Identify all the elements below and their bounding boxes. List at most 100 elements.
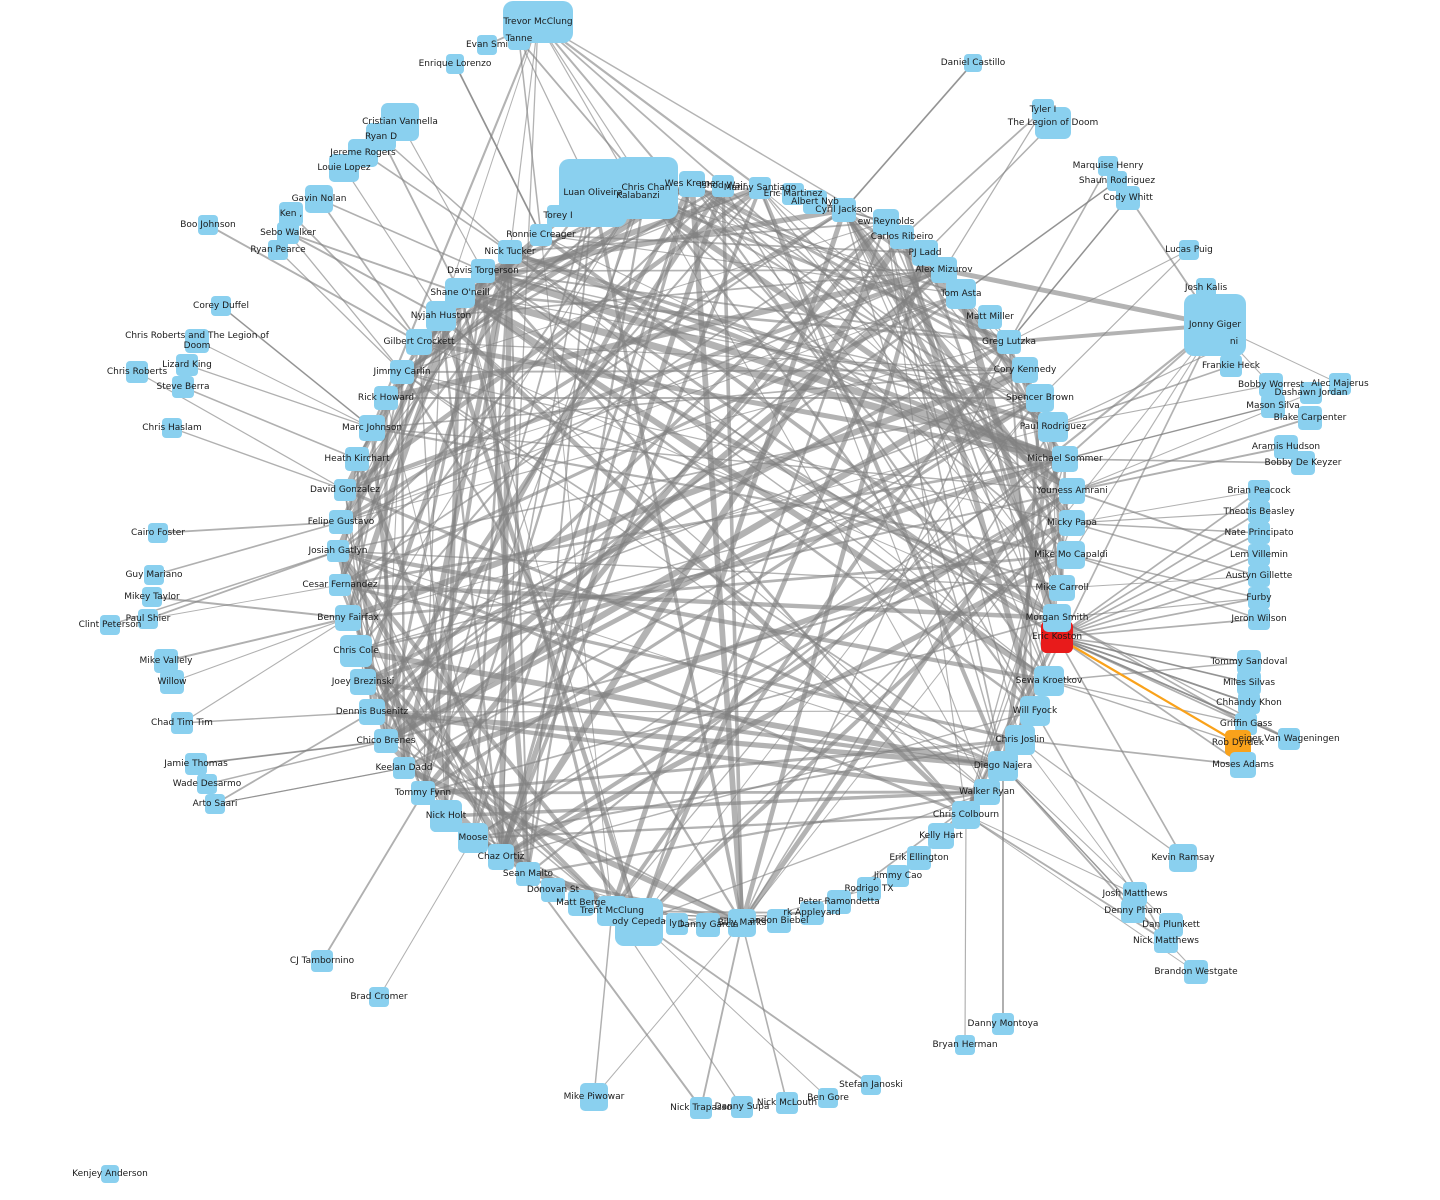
graph-node-walker_ryan[interactable] — [974, 779, 1000, 805]
graph-node-matt_berger[interactable] — [568, 890, 594, 916]
graph-node-wes_kremer[interactable] — [679, 171, 705, 197]
graph-node-brandon_westgate[interactable] — [1184, 960, 1208, 984]
graph-node-sebo_walker[interactable] — [277, 222, 299, 244]
graph-node-rob_dyrdek[interactable] — [1225, 730, 1251, 756]
graph-node-clint_peterson[interactable] — [100, 615, 120, 635]
graph-node-mike_piwowar[interactable] — [580, 1083, 608, 1111]
graph-node-chris_haslam[interactable] — [162, 418, 182, 438]
graph-node-chris_roberts[interactable] — [126, 361, 148, 383]
graph-node-chad_tim_tim[interactable] — [171, 712, 193, 734]
graph-node-heath_kirchart[interactable] — [345, 447, 369, 471]
graph-node-chris_joslin[interactable] — [1005, 725, 1035, 755]
graph-node-cairo_foster[interactable] — [148, 523, 168, 543]
graph-node-steve_berra[interactable] — [172, 376, 194, 398]
graph-node-griffin_gass[interactable] — [1235, 713, 1257, 735]
graph-node-cyril_jackson[interactable] — [832, 198, 856, 222]
graph-node-corey_duffel[interactable] — [211, 296, 231, 316]
graph-node-dashawn_jordan[interactable] — [1300, 382, 1322, 404]
graph-node-greg_lutzka[interactable] — [997, 330, 1021, 354]
graph-node-nyjah_huston[interactable] — [426, 301, 456, 331]
graph-node-eric_martinez[interactable] — [782, 183, 804, 205]
graph-node-alex_mizurov[interactable] — [931, 257, 957, 283]
graph-node-dennis_busenitz[interactable] — [359, 699, 385, 725]
graph-node-blake_carpenter[interactable] — [1298, 406, 1322, 430]
graph-node-louie_lopez[interactable] — [329, 154, 359, 182]
graph-node-mason_silva[interactable] — [1261, 394, 1285, 418]
graph-node-nick_trapasso[interactable] — [690, 1097, 712, 1119]
graph-node-ishod_wair[interactable] — [712, 175, 734, 197]
graph-node-spencer_brown[interactable] — [1026, 384, 1054, 412]
graph-node-donovan_st[interactable] — [541, 878, 565, 902]
graph-node-enrique_lorenzo[interactable] — [446, 54, 464, 74]
graph-node-danny_garcia[interactable] — [696, 913, 720, 937]
graph-node-wade_desarmo[interactable] — [197, 774, 217, 794]
graph-node-lem_villemin[interactable] — [1248, 544, 1270, 566]
graph-node-bobby_de_keyzer[interactable] — [1291, 451, 1315, 475]
graph-node-chhandy_khon[interactable] — [1238, 692, 1260, 714]
graph-node-josiah_gatlyn[interactable] — [327, 540, 349, 562]
graph-node-keelan_dadd[interactable] — [393, 757, 415, 779]
graph-node-brian_peacock[interactable] — [1248, 480, 1270, 502]
graph-node-austyn_gillette[interactable] — [1248, 565, 1270, 587]
graph-node-cj_tambornino[interactable] — [311, 950, 333, 972]
graph-node-kevin_ramsay[interactable] — [1169, 844, 1197, 872]
graph-node-ben_gore[interactable] — [818, 1088, 838, 1108]
graph-node-mike_carroll[interactable] — [1049, 575, 1075, 601]
graph-node-furby[interactable] — [1248, 587, 1270, 609]
graph-node-danny_supa[interactable] — [731, 1096, 753, 1118]
graph-node-torey[interactable] — [547, 205, 569, 227]
graph-node-paul_rodriguez[interactable] — [1038, 412, 1068, 442]
graph-node-chris_roberts_legion[interactable] — [185, 329, 209, 353]
graph-node-diego_najera[interactable] — [988, 751, 1018, 781]
graph-node-davis_torgerson[interactable] — [471, 259, 495, 283]
graph-node-jeron_wilson[interactable] — [1248, 608, 1270, 630]
graph-node-nick_tucker[interactable] — [498, 240, 522, 264]
graph-node-matt_miller[interactable] — [978, 305, 1002, 329]
graph-node-danny_montoya[interactable] — [992, 1013, 1014, 1035]
graph-node-stefan_janoski[interactable] — [861, 1075, 881, 1095]
graph-node-micky_papa[interactable] — [1059, 510, 1085, 536]
graph-node-carlos_ribeiro[interactable] — [890, 225, 914, 249]
graph-node-erik_ellington[interactable] — [907, 846, 931, 870]
graph-node-morgan_smith[interactable] — [1043, 604, 1071, 632]
graph-node-bobby_worrest[interactable] — [1259, 373, 1283, 397]
graph-node-chris_colbourn[interactable] — [952, 801, 980, 829]
graph-node-jy_louie[interactable] — [666, 913, 688, 935]
graph-node-cody_whitt[interactable] — [1116, 186, 1140, 210]
graph-node-daniel_castillo[interactable] — [964, 54, 982, 72]
graph-node-mike_vallely[interactable] — [154, 649, 178, 673]
graph-node-tommy_sandoval[interactable] — [1237, 650, 1261, 674]
graph-node-jimmy_cao[interactable] — [887, 865, 909, 887]
graph-node-nick_mclouth[interactable] — [776, 1092, 798, 1114]
graph-node-tom_asta[interactable] — [946, 279, 976, 309]
graph-node-moses_adams[interactable] — [1230, 752, 1256, 778]
graph-node-gavin_nolan[interactable] — [305, 185, 333, 213]
graph-node-michael_sommer[interactable] — [1052, 446, 1078, 472]
graph-node-ryan_pearce[interactable] — [268, 240, 288, 260]
graph-node-paul_shier[interactable] — [138, 609, 158, 629]
graph-node-cory_kennedy[interactable] — [1012, 357, 1038, 383]
graph-node-nick_matthews[interactable] — [1154, 929, 1178, 953]
graph-node-frankie_heck[interactable] — [1220, 355, 1242, 377]
graph-node-mark_appleyard[interactable] — [800, 901, 824, 925]
graph-node-peter_ramondetta[interactable] — [827, 890, 851, 914]
graph-node-david_gonzalez[interactable] — [334, 479, 356, 501]
graph-node-brandon_biebel[interactable] — [767, 909, 791, 933]
graph-node-felipe_gustavo[interactable] — [329, 510, 353, 534]
graph-node-joey_brezinski[interactable] — [350, 669, 376, 695]
graph-node-lizard_king[interactable] — [176, 354, 198, 376]
graph-node-billy_marks[interactable] — [728, 909, 756, 937]
graph-node-gilbert_crockett[interactable] — [406, 329, 432, 355]
graph-node-manny_santiago[interactable] — [749, 177, 771, 199]
graph-node-bryan_herman[interactable] — [955, 1035, 975, 1055]
graph-node-legion_of_doom[interactable] — [1035, 107, 1071, 139]
graph-node-marc_johnson[interactable] — [359, 415, 385, 441]
graph-node-chaz_ortiz[interactable] — [488, 844, 514, 870]
graph-node-evan_smith[interactable] — [477, 35, 497, 55]
graph-node-boo_johnson[interactable] — [198, 215, 218, 235]
graph-node-brad_cromer[interactable] — [369, 987, 389, 1007]
graph-node-josh_kalis[interactable] — [1196, 278, 1216, 298]
graph-node-will_fyock[interactable] — [1020, 696, 1050, 726]
graph-node-guy_mariano[interactable] — [144, 565, 164, 585]
graph-node-ronnie_creager[interactable] — [530, 224, 552, 246]
